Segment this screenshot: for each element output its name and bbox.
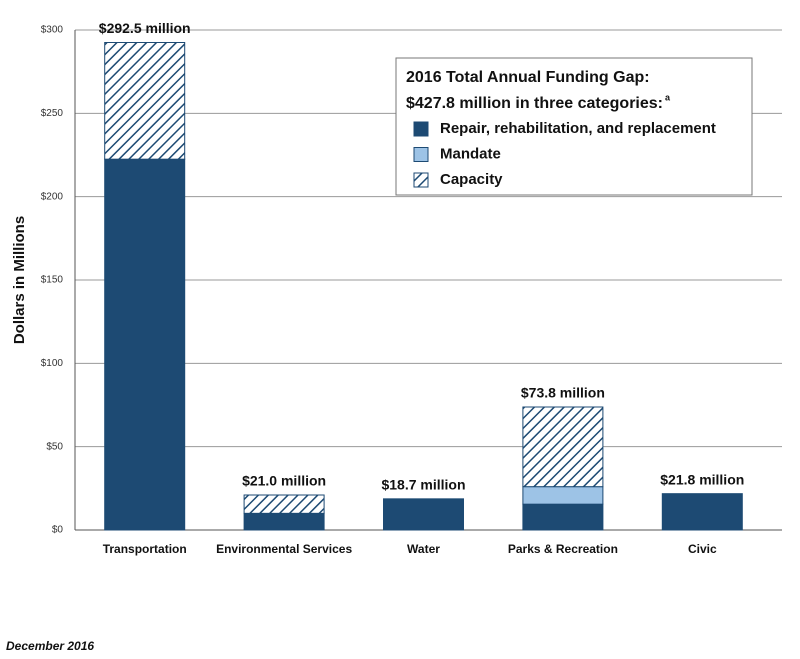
x-tick-label: Parks & Recreation (508, 542, 618, 556)
bar-segment (661, 493, 743, 531)
y-axis-label: Dollars in Millions (11, 216, 28, 344)
legend-title-note: a (665, 92, 671, 102)
bar-segment (104, 158, 186, 531)
legend-label: Capacity (440, 171, 503, 188)
x-tick-label: Civic (688, 542, 717, 556)
legend-swatch (413, 172, 429, 188)
y-tick-label: $200 (41, 191, 64, 202)
y-tick-label: $300 (41, 25, 64, 36)
bar-segment (104, 42, 186, 160)
legend-title: 2016 Total Annual Funding Gap: (406, 69, 650, 86)
bar-segment (383, 498, 464, 531)
y-tick-label: $250 (41, 108, 64, 119)
x-tick-label: Environmental Services (216, 542, 352, 556)
total-label: $18.7 million (381, 477, 465, 493)
bar-segment (522, 486, 604, 505)
legend-label: Repair, rehabilitation, and replacement (440, 120, 716, 137)
y-tick-label: $50 (46, 441, 63, 452)
legend-label: Mandate (440, 145, 501, 162)
x-tick-label: Transportation (103, 542, 187, 556)
bar-segment (243, 512, 325, 531)
bar-segment (522, 406, 604, 488)
total-label: $21.0 million (242, 473, 326, 489)
y-tick-label: $100 (41, 358, 64, 369)
bar-segment (522, 503, 604, 531)
legend-box (395, 57, 753, 196)
bar-segment (243, 494, 325, 514)
total-label: $21.8 million (660, 471, 744, 487)
legend-swatch (413, 147, 429, 162)
total-label: $73.8 million (521, 385, 605, 401)
total-label: $292.5 million (99, 20, 191, 36)
y-tick-label: $150 (41, 275, 64, 286)
legend-title: $427.8 million in three categories: (406, 95, 663, 112)
y-tick-label: $0 (52, 525, 64, 536)
legend-swatch (413, 121, 429, 137)
footer: December 2016 (6, 639, 94, 653)
x-tick-label: Water (407, 542, 440, 556)
